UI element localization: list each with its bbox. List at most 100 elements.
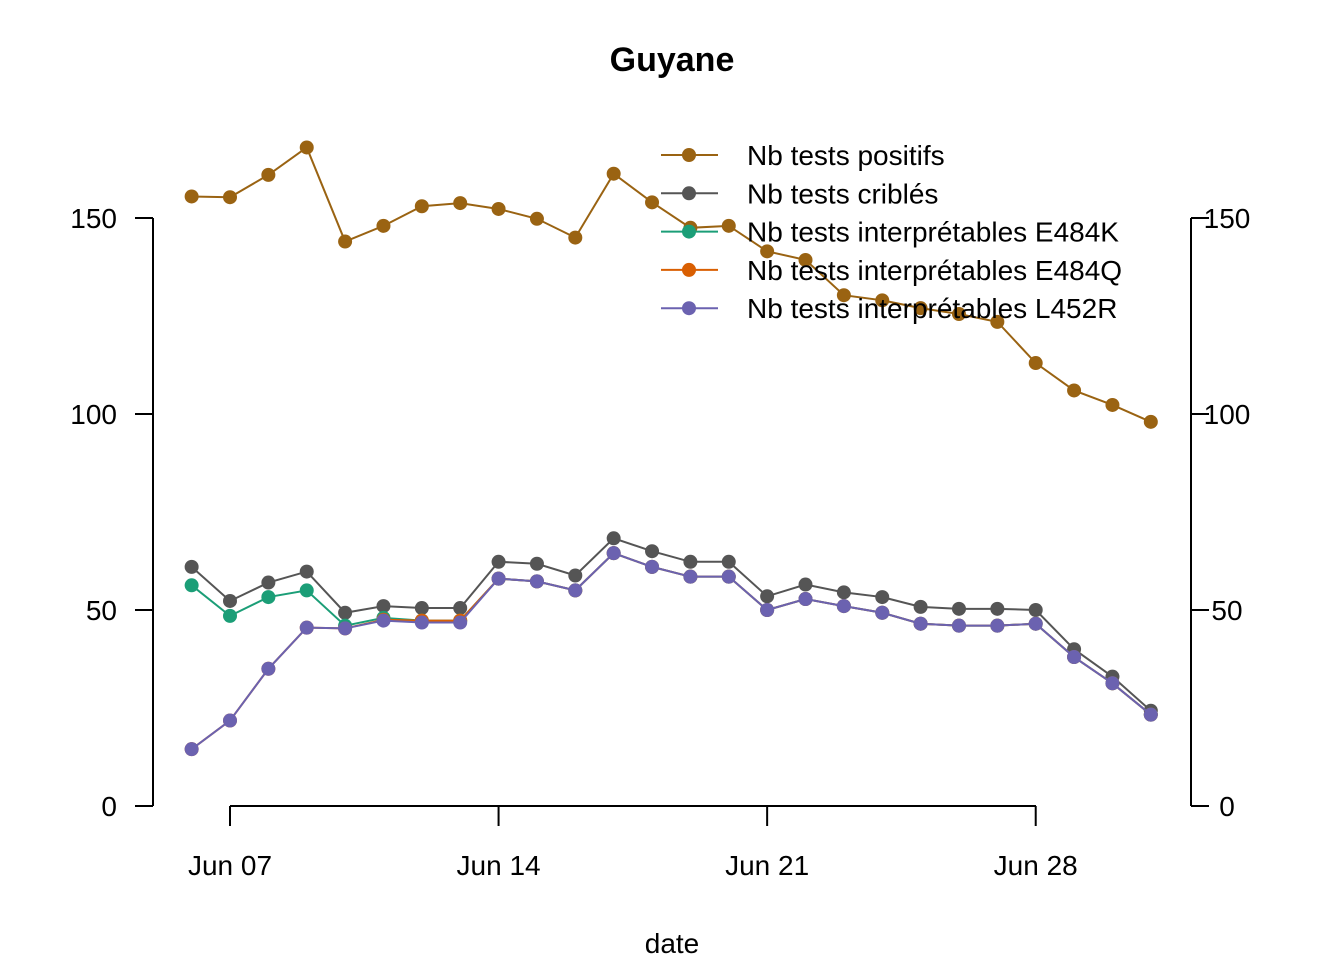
data-point bbox=[568, 583, 583, 598]
y-tick-left-label: 50 bbox=[86, 595, 117, 626]
data-point bbox=[836, 585, 851, 600]
data-point bbox=[453, 196, 468, 211]
data-point bbox=[798, 577, 813, 592]
data-point bbox=[261, 575, 276, 590]
y-tick-right-label: 50 bbox=[1211, 595, 1242, 626]
legend-marker bbox=[682, 262, 696, 277]
data-point bbox=[223, 713, 237, 728]
y-tick-left-label: 100 bbox=[70, 399, 117, 430]
data-point bbox=[261, 590, 276, 605]
data-point bbox=[951, 307, 966, 322]
data-point bbox=[1028, 603, 1043, 617]
data-point bbox=[721, 569, 736, 584]
data-point bbox=[760, 244, 775, 259]
series-line bbox=[191, 552, 1152, 750]
series-4 bbox=[184, 546, 1158, 757]
data-point bbox=[913, 301, 928, 316]
y-tick-right-label: 0 bbox=[1219, 791, 1235, 822]
data-point bbox=[760, 603, 775, 617]
data-point bbox=[299, 620, 314, 635]
data-point bbox=[990, 601, 1005, 616]
data-point bbox=[529, 211, 544, 226]
legend-marker bbox=[682, 148, 696, 162]
data-point bbox=[299, 140, 314, 155]
data-point bbox=[376, 218, 391, 233]
legend-item: Nb tests interprétables E484Q bbox=[661, 255, 1122, 286]
x-axis: Jun 07 Jun 14 Jun 21 Jun 28 bbox=[188, 805, 1078, 881]
y-tick-right-label: 150 bbox=[1204, 203, 1251, 234]
x-tick-label: Jun 28 bbox=[994, 850, 1078, 881]
data-point bbox=[491, 201, 506, 216]
data-point bbox=[261, 661, 276, 676]
data-point bbox=[414, 615, 429, 630]
data-point bbox=[683, 569, 698, 584]
series-line bbox=[191, 552, 1152, 716]
data-point bbox=[568, 568, 583, 583]
data-point bbox=[223, 608, 237, 623]
data-point bbox=[760, 589, 775, 604]
data-point bbox=[836, 288, 851, 303]
data-point bbox=[184, 189, 199, 204]
data-point bbox=[184, 578, 199, 593]
data-point bbox=[184, 742, 199, 757]
data-point bbox=[683, 554, 698, 569]
y-tick-left-label: 150 bbox=[70, 203, 117, 234]
x-tick-label: Jun 14 bbox=[457, 850, 541, 881]
data-point bbox=[491, 554, 506, 569]
data-point bbox=[1067, 650, 1082, 665]
data-point bbox=[1067, 383, 1082, 398]
data-point bbox=[875, 293, 890, 308]
data-point bbox=[951, 618, 966, 633]
data-point bbox=[606, 546, 621, 561]
data-point bbox=[338, 621, 353, 636]
data-point bbox=[990, 314, 1005, 329]
legend-marker bbox=[682, 186, 696, 201]
data-point bbox=[836, 599, 851, 614]
data-point bbox=[875, 590, 890, 605]
data-point bbox=[376, 613, 391, 628]
series-3 bbox=[184, 546, 1158, 757]
data-point bbox=[606, 531, 621, 546]
data-point bbox=[453, 615, 468, 630]
legend-item: Nb tests interprétables E484K bbox=[661, 217, 1119, 248]
data-point bbox=[990, 618, 1005, 633]
y-tick-right-label: 100 bbox=[1204, 399, 1251, 430]
data-point bbox=[798, 252, 813, 267]
legend-item: Nb tests criblés bbox=[661, 178, 938, 209]
data-point bbox=[645, 544, 660, 559]
y-axis-right: 0 50 100 150 bbox=[1190, 203, 1251, 822]
data-point bbox=[913, 616, 928, 631]
data-point bbox=[721, 218, 736, 233]
data-point bbox=[875, 605, 890, 620]
data-point bbox=[223, 593, 237, 608]
data-point bbox=[338, 605, 353, 620]
data-point bbox=[529, 574, 544, 589]
data-point bbox=[261, 167, 276, 182]
data-point bbox=[491, 571, 506, 586]
legend-label: Nb tests interprétables L452R bbox=[747, 293, 1117, 324]
legend-marker bbox=[682, 301, 696, 316]
legend-label: Nb tests criblés bbox=[747, 178, 938, 209]
data-point bbox=[645, 195, 660, 210]
series-line bbox=[191, 552, 1152, 750]
data-point bbox=[414, 601, 429, 616]
legend: Nb tests positifs Nb tests criblés Nb test… bbox=[661, 140, 1122, 324]
data-point bbox=[414, 199, 429, 214]
x-tick-label: Jun 21 bbox=[725, 850, 809, 881]
data-point bbox=[529, 556, 544, 571]
x-axis-label: date bbox=[645, 928, 700, 959]
data-point bbox=[184, 559, 199, 574]
series-layer bbox=[184, 140, 1158, 757]
data-point bbox=[913, 599, 928, 614]
data-point bbox=[376, 599, 391, 614]
data-point bbox=[606, 166, 621, 181]
legend-label: Nb tests interprétables E484Q bbox=[747, 255, 1122, 286]
data-point bbox=[645, 559, 660, 574]
x-tick-label: Jun 07 bbox=[188, 850, 272, 881]
data-point bbox=[1143, 707, 1158, 722]
data-point bbox=[951, 601, 966, 616]
data-point bbox=[338, 234, 353, 249]
data-point bbox=[1105, 397, 1120, 412]
legend-item: Nb tests positifs bbox=[661, 140, 945, 171]
